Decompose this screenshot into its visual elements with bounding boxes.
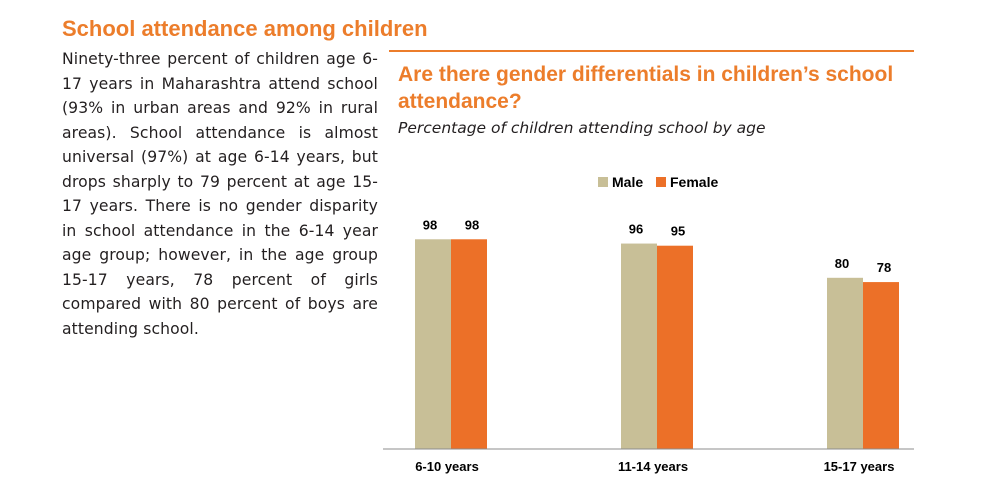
x-tick-label-11-14-years: 11-14 years [618, 459, 688, 474]
chart-subtitle: Percentage of children attending school … [398, 119, 766, 137]
legend-swatch-male [598, 177, 608, 187]
chart-bars: 98 98 96 95 80 78 [415, 217, 899, 449]
bar-female-15-17-years [863, 282, 899, 449]
section-body-text: Ninety-three percent of children age 6-1… [62, 50, 378, 338]
legend-label-female: Female [670, 174, 718, 190]
x-tick-label-6-10-years: 6-10 years [415, 459, 479, 474]
data-label-male-15-17-years: 80 [835, 256, 849, 271]
bar-female-6-10-years [451, 239, 487, 449]
section-heading: School attendance among children [62, 16, 428, 41]
bar-female-11-14-years [657, 245, 693, 449]
legend-label-male: Male [612, 174, 643, 190]
chart-title: Are there gender differentials in childr… [398, 63, 894, 113]
bar-male-6-10-years [415, 239, 451, 449]
data-label-female-15-17-years: 78 [877, 260, 891, 275]
data-label-female-6-10-years: 98 [465, 217, 479, 232]
data-label-male-11-14-years: 96 [629, 222, 643, 237]
bar-male-11-14-years [621, 243, 657, 449]
legend-swatch-female [656, 177, 666, 187]
x-tick-label-15-17-years: 15-17 years [824, 459, 895, 474]
data-label-female-11-14-years: 95 [671, 224, 685, 239]
data-label-male-6-10-years: 98 [423, 217, 437, 232]
chart-legend: Male Female [598, 174, 718, 190]
bar-male-15-17-years [827, 277, 863, 449]
chart-top-rule [389, 50, 914, 52]
x-tick-labels: 6-10 years 11-14 years 15-17 years [415, 459, 894, 474]
